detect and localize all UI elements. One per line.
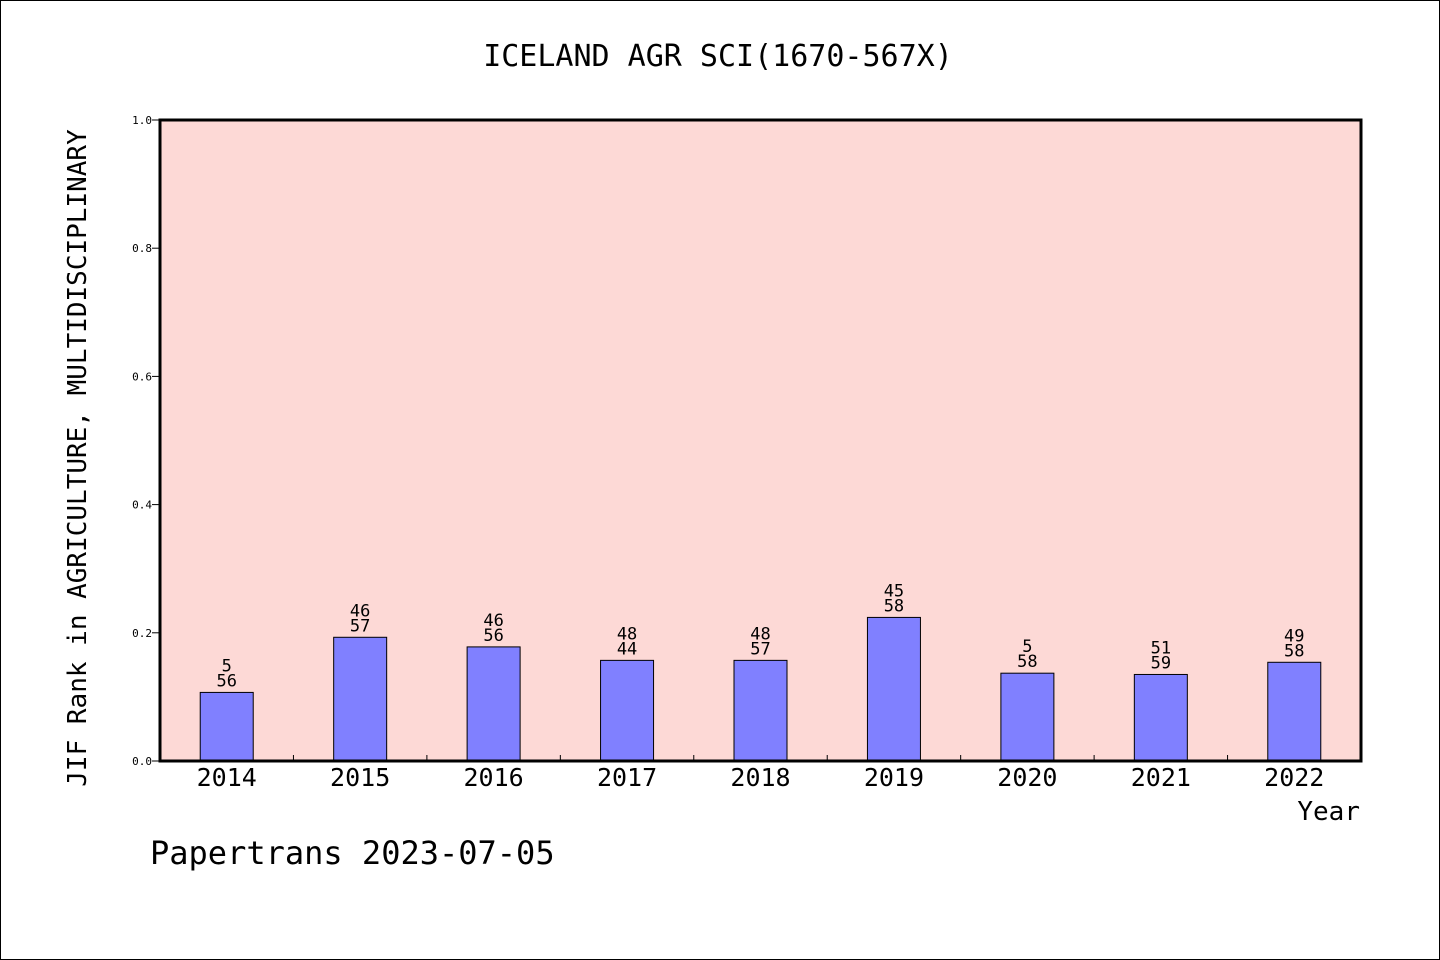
y-tick-label: 0.8 [132,242,152,255]
x-tick-label: 2020 [997,763,1057,792]
bar-value-label: 5 [222,656,232,676]
bar [466,646,521,762]
y-tick-label: 0.2 [132,627,152,640]
y-tick-label: 1.0 [132,114,152,127]
bar-value-label: 58 [1284,641,1304,661]
bar-series [199,616,1322,762]
bar-value-label: 58 [884,596,904,616]
bar-value-label: 57 [350,616,370,636]
bar-value-label: 51 [1151,638,1171,658]
bar [1267,661,1322,762]
x-axis: 2014 2015 2016 2017 2018 2019 2020 2021 2022 [197,755,1324,792]
x-tick-label: 2018 [730,763,790,792]
x-tick-label: 2021 [1131,763,1191,792]
bar-value-label: 59 [1151,653,1171,673]
y-tick-label: 0.0 [132,755,152,768]
bar-value-label: 58 [1017,652,1037,672]
bar [1000,672,1055,762]
bar [199,691,254,762]
plot-border [158,118,1363,763]
bar-value-label: 46 [350,601,370,621]
bar-value-label: 48 [750,624,770,644]
x-tick-label: 2019 [864,763,924,792]
bar-value-label: 44 [617,639,637,659]
bar-value-label: 48 [617,624,637,644]
bar-value-label: 56 [216,671,236,691]
bar-value-label: 46 [483,611,503,631]
y-tick-label: 0.6 [132,370,152,383]
bar-value-label: 5 [1022,637,1032,657]
bar [1133,673,1188,762]
footer-credit: Papertrans 2023-07-05 [150,834,555,872]
bar-value-label: 56 [483,626,503,646]
y-tick-label: 0.4 [132,499,152,512]
x-axis-label: Year [1297,797,1360,827]
x-tick-label: 2022 [1264,763,1324,792]
bar [733,659,788,762]
x-tick-label: 2015 [330,763,390,792]
bar-value-label: 49 [1284,626,1304,646]
bar [333,636,388,762]
chart-title: ICELAND AGR SCI(1670-567X) [483,39,953,74]
bar [600,659,655,762]
y-axis: 0.0 0.2 0.4 0.6 0.8 1.0 [132,114,160,768]
bar-value-label: 57 [750,639,770,659]
bar-value-label: 45 [884,581,904,601]
x-tick-label: 2017 [597,763,657,792]
bar [866,616,921,762]
y-axis-label: JIF Rank in AGRICULTURE, MULTIDISCIPLINA… [63,129,93,787]
x-tick-label: 2016 [464,763,524,792]
x-tick-label: 2014 [197,763,257,792]
